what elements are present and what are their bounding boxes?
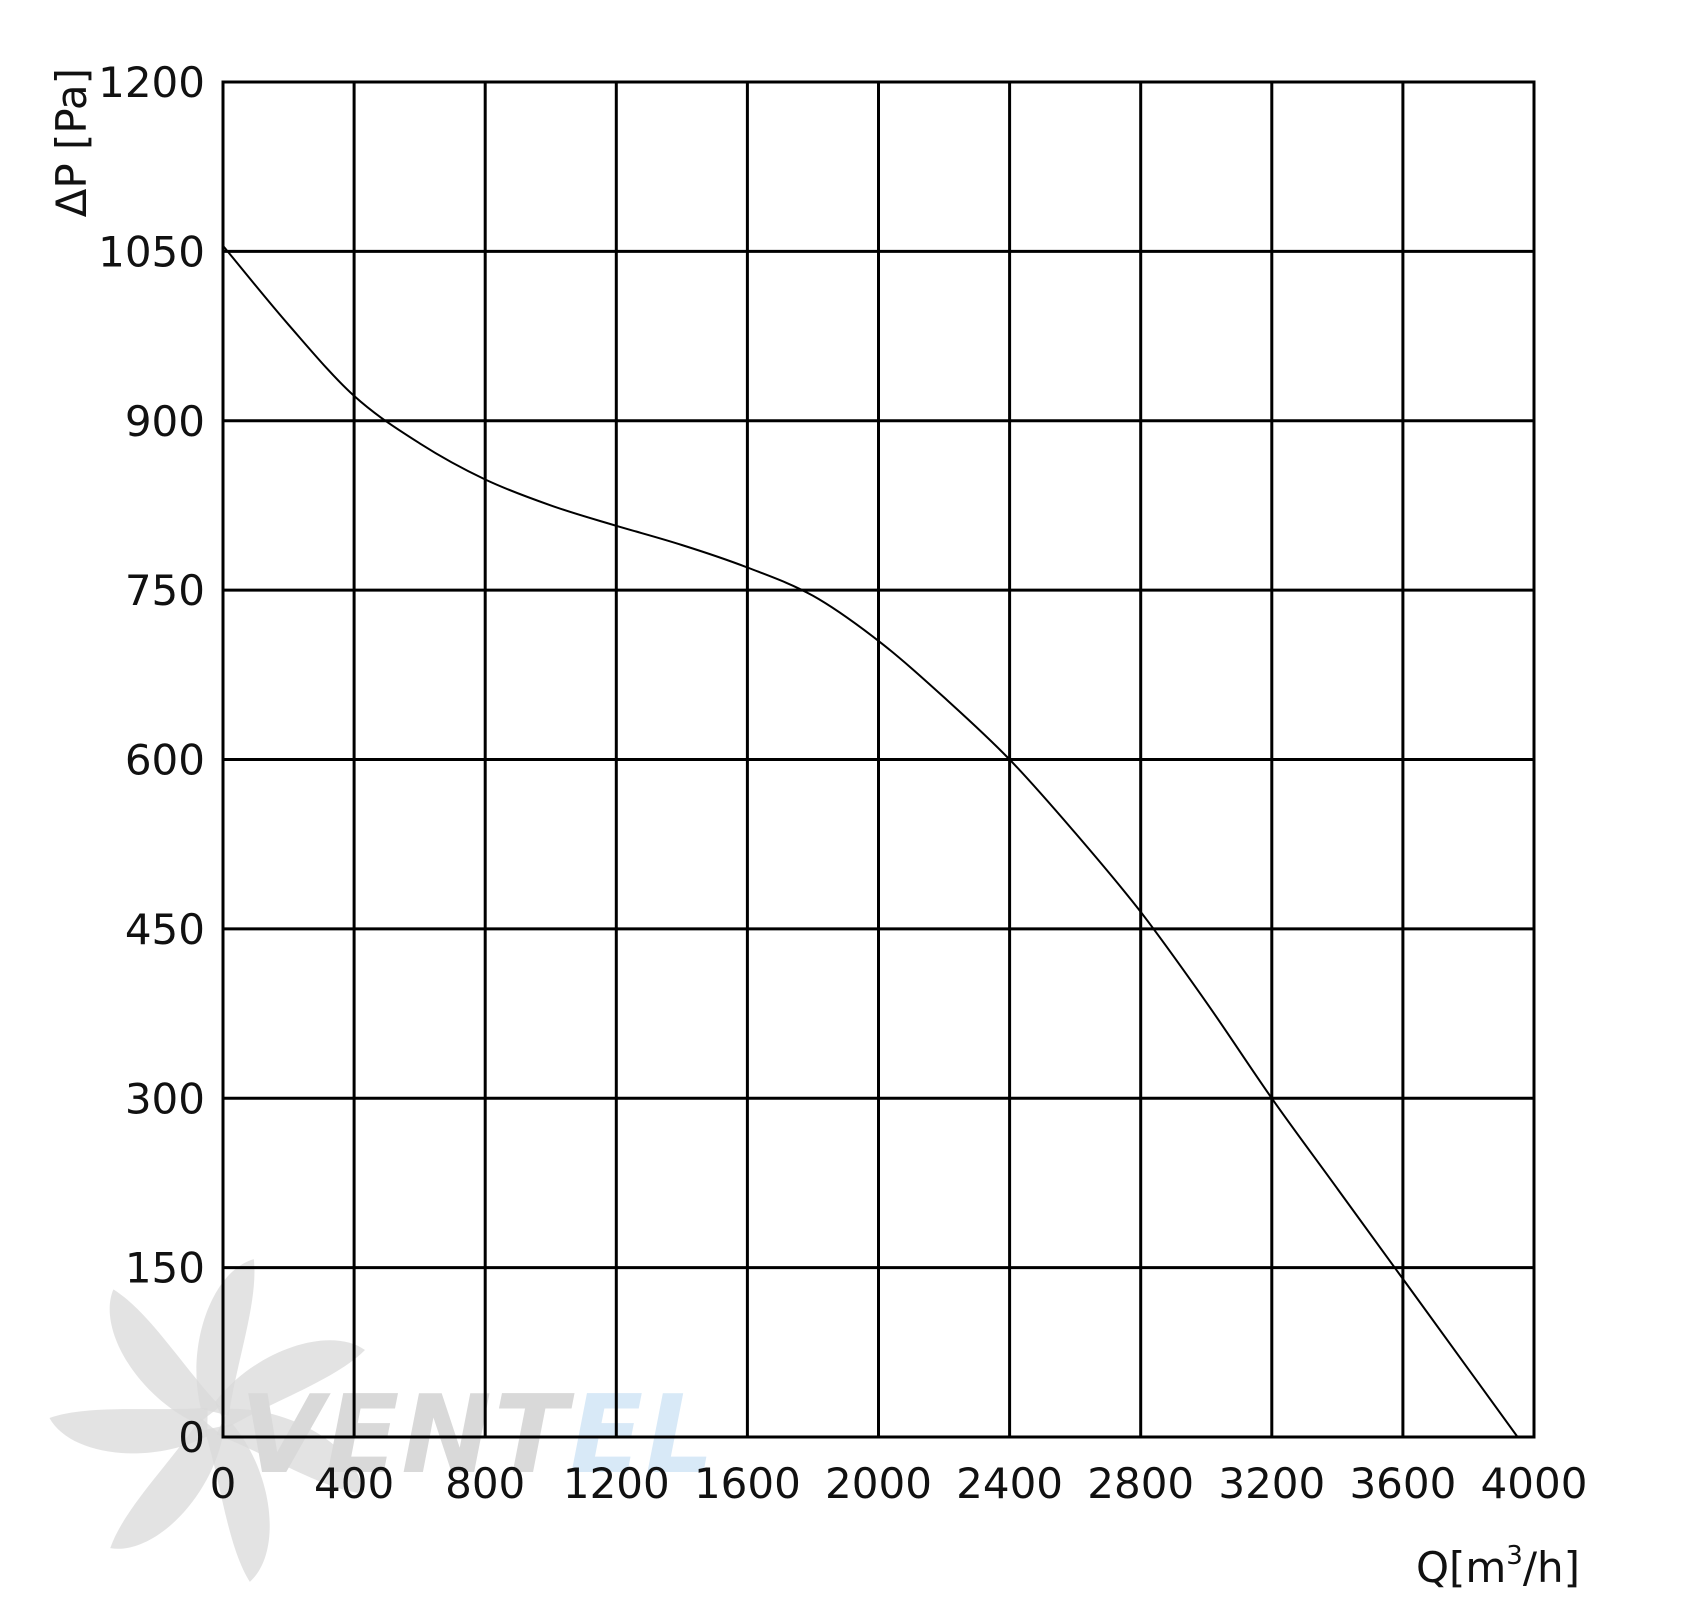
y-tick-label: 1050 — [98, 227, 205, 276]
x-tick-label: 4000 — [1481, 1459, 1588, 1508]
x-axis-label-suffix: /h] — [1523, 1543, 1580, 1592]
y-tick-label: 0 — [178, 1413, 205, 1462]
x-axis-label: Q[m3/h] — [1416, 1541, 1580, 1592]
x-tick-label: 3600 — [1349, 1459, 1456, 1508]
y-tick-labels: 0 150 300 450 600 750 900 1050 1200 — [98, 58, 205, 1462]
y-tick-label: 600 — [125, 736, 205, 785]
x-tick-label: 400 — [314, 1459, 394, 1508]
x-tick-label: 800 — [445, 1459, 525, 1508]
fan-blade — [216, 1408, 364, 1494]
x-axis-label-superscript: 3 — [1506, 1541, 1523, 1571]
x-tick-label: 3200 — [1218, 1459, 1325, 1508]
y-tick-label: 150 — [125, 1244, 205, 1293]
x-tick-label: 1600 — [694, 1459, 801, 1508]
x-tick-label: 1200 — [563, 1459, 670, 1508]
grid-lines — [221, 80, 1536, 1439]
x-axis-label-prefix: Q[m — [1416, 1543, 1506, 1592]
x-tick-label: 2800 — [1087, 1459, 1194, 1508]
y-tick-label: 450 — [125, 905, 205, 954]
fan-blade — [110, 1417, 223, 1549]
pressure-flow-curve — [222, 245, 1519, 1438]
fan-logo-icon — [49, 1259, 365, 1582]
fan-blade — [204, 1424, 270, 1582]
y-tick-label: 750 — [125, 566, 205, 615]
fan-blade — [109, 1289, 221, 1425]
fan-blade — [215, 1340, 365, 1428]
x-tick-label: 0 — [210, 1459, 237, 1508]
y-tick-label: 900 — [125, 397, 205, 446]
fan-blade — [196, 1259, 255, 1416]
y-tick-label: 1200 — [98, 58, 205, 107]
y-axis-label: ΔP [Pa] — [47, 68, 96, 217]
x-tick-label: 2400 — [956, 1459, 1063, 1508]
y-tick-label: 300 — [125, 1074, 205, 1123]
x-tick-labels: 0 400 800 1200 1600 2000 2400 2800 3200 3600 4000 — [210, 1459, 1588, 1508]
fan-blade — [49, 1407, 208, 1454]
x-tick-label: 2000 — [825, 1459, 932, 1508]
plot-frame — [221, 80, 1536, 1439]
